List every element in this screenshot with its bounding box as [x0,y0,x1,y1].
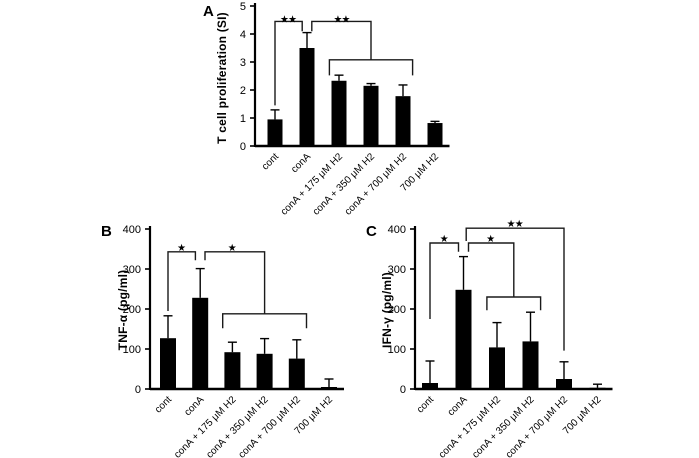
significance-bracket [204,251,266,314]
y-tick-label: 200 [123,304,141,316]
bar [589,387,606,389]
panel-c-label: C [366,223,377,240]
x-tick-label: cont [415,394,436,415]
bar [256,353,273,389]
bar [427,123,443,146]
significance-bracket [465,227,565,351]
y-tick-label: 0 [135,384,141,396]
bar [321,387,337,389]
y-tick-label: 100 [123,344,141,356]
significance-bracket [486,296,542,311]
bar [455,289,472,389]
bar [299,48,315,146]
significance-bracket [167,251,197,311]
significance-bracket [274,20,303,106]
x-tick-label: cont [260,151,281,172]
x-tick-label: conA + 175 μM H2 [437,394,504,458]
significance-star: ★★ [281,14,298,24]
y-tick-label: 200 [388,304,406,316]
panel-a-label: A [203,3,214,20]
bar [522,341,539,389]
significance-star: ★ [440,234,449,244]
bar [224,352,241,389]
x-tick-label: conA + 350 μM H2 [470,394,537,458]
panel-b-label: B [101,223,112,240]
y-tick-label: 0 [240,141,246,153]
y-tick-label: 300 [388,264,406,276]
bar [556,379,572,389]
bar [422,383,438,389]
significance-bracket [467,242,515,297]
significance-star: ★ [178,242,187,252]
y-tick-label: 300 [123,264,141,276]
bar [331,80,347,146]
bar [267,119,283,146]
bar [192,297,209,389]
y-tick-label: 400 [123,224,141,236]
significance-bracket [221,313,308,329]
y-tick-label: 400 [388,224,406,236]
significance-star: ★ [487,234,496,244]
y-tick-label: 3 [240,57,246,69]
x-tick-label: conA + 175 μM H2 [172,394,239,458]
x-tick-label: conA + 700 μM H2 [504,394,571,458]
x-tick-label: conA [446,394,470,418]
panel-c: C IFN-γ (pg/ml) 0 100 200 300 400 cont conA con… [355,218,699,458]
y-tick-label: 1 [240,113,246,125]
panel-b: B TNF-α (pg/ml) 0 100 200 300 400 cont conA con… [90,222,390,458]
y-tick-label: 5 [240,1,246,13]
x-tick-label: cont [153,394,174,415]
bar [160,338,176,389]
y-tick-label: 4 [240,29,246,41]
significance-bracket [429,242,460,319]
significance-star: ★★ [334,14,351,24]
panel-a: A T cell proliferation (SI) 0 1 2 3 4 5 cont co… [180,0,470,218]
bar [489,347,505,389]
bar [363,85,379,146]
bar [288,358,305,389]
significance-bracket [311,20,372,60]
significance-star: ★ [228,242,237,252]
bar [395,96,411,146]
significance-bracket [328,59,414,76]
y-tick-label: 2 [240,85,246,97]
significance-star: ★★ [507,218,524,228]
x-tick-label: conA [289,151,313,175]
x-tick-label: conA [182,394,206,418]
y-tick-label: 0 [400,384,406,396]
y-tick-label: 100 [388,344,406,356]
